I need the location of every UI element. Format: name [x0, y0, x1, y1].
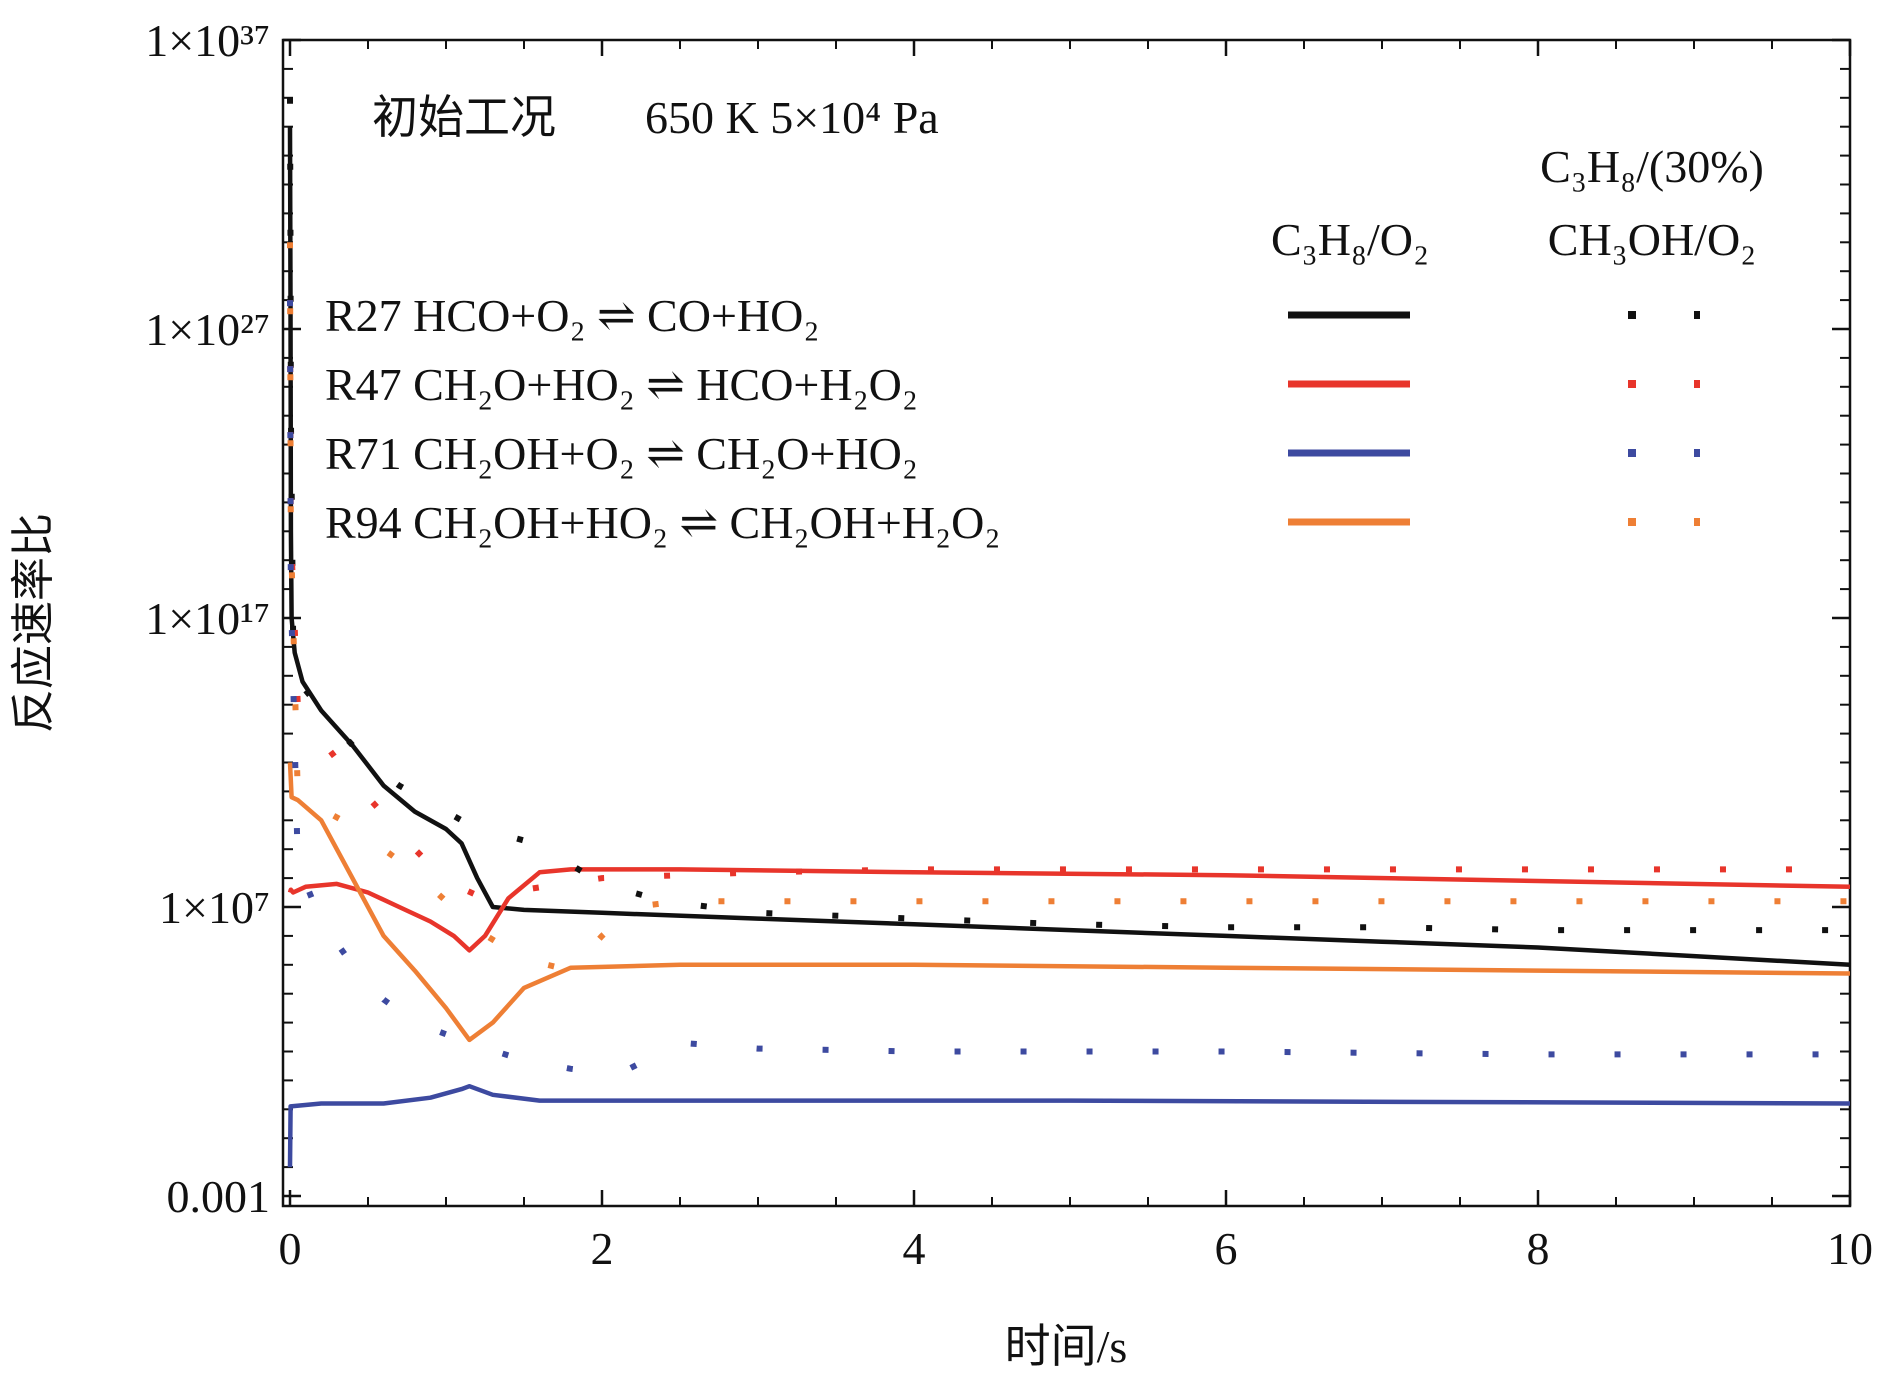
x-tick-label: 4	[903, 1223, 926, 1274]
series-line-r47-solid	[287, 867, 1851, 953]
series-line-r94-solid	[287, 762, 1851, 1043]
legend-label-r27: R27 HCO+O₂ ⇌ CO+HO₂	[325, 290, 819, 341]
y-tick-label: 1×10¹⁷	[145, 593, 270, 644]
chart-title: 初始工况	[372, 92, 556, 143]
y-tick-label: 1×10²⁷	[145, 304, 270, 355]
x-tick-label: 0	[279, 1223, 302, 1274]
plot-frame	[281, 38, 1852, 1208]
series-line-r71-solid	[287, 1083, 1851, 1168]
legend-header-blend-line2: CH₃OH/O₂	[1548, 214, 1756, 265]
y-axis-label: 反应速率比	[8, 513, 59, 733]
x-tick-label: 2	[591, 1223, 614, 1274]
y-tick-label: 0.001	[167, 1171, 271, 1222]
legend-header-c3h8-o2: C₃H₈/O₂	[1271, 214, 1429, 265]
chart-condition: 650 K 5×10⁴ Pa	[645, 92, 939, 143]
legend-label-r94: R94 CH₂OH+HO₂ ⇌ CH₂OH+H₂O₂	[325, 497, 1000, 548]
series-line-r71-dotted	[287, 300, 1850, 1078]
legend: R27 HCO+O₂ ⇌ CO+HO₂ R47 CH₂O+HO₂ ⇌ HCO+H₂…	[325, 290, 1700, 548]
axis-ticks: 0 2 4 6 8 10 1×10³⁷ 1×10²⁷ 1×10¹⁷ 1×10⁷ 0.001	[145, 15, 1873, 1274]
y-tick-label: 1×10⁷	[159, 882, 270, 933]
legend-label-r71: R71 CH₂OH+O₂ ⇌ CH₂O+HO₂	[325, 428, 918, 479]
series-line-r27-solid	[287, 126, 1851, 968]
x-tick-label: 10	[1827, 1223, 1873, 1274]
series-layer	[287, 97, 1851, 1168]
y-tick-label: 1×10³⁷	[145, 15, 270, 66]
series-line-r94-dotted	[287, 242, 1850, 974]
x-tick-label: 8	[1527, 1223, 1550, 1274]
x-axis-label: 时间/s	[1005, 1321, 1128, 1372]
legend-label-r47: R47 CH₂O+HO₂ ⇌ HCO+H₂O₂	[325, 359, 918, 410]
legend-header-blend-line1: C₃H₈/(30%)	[1540, 141, 1764, 192]
x-tick-label: 6	[1215, 1223, 1238, 1274]
